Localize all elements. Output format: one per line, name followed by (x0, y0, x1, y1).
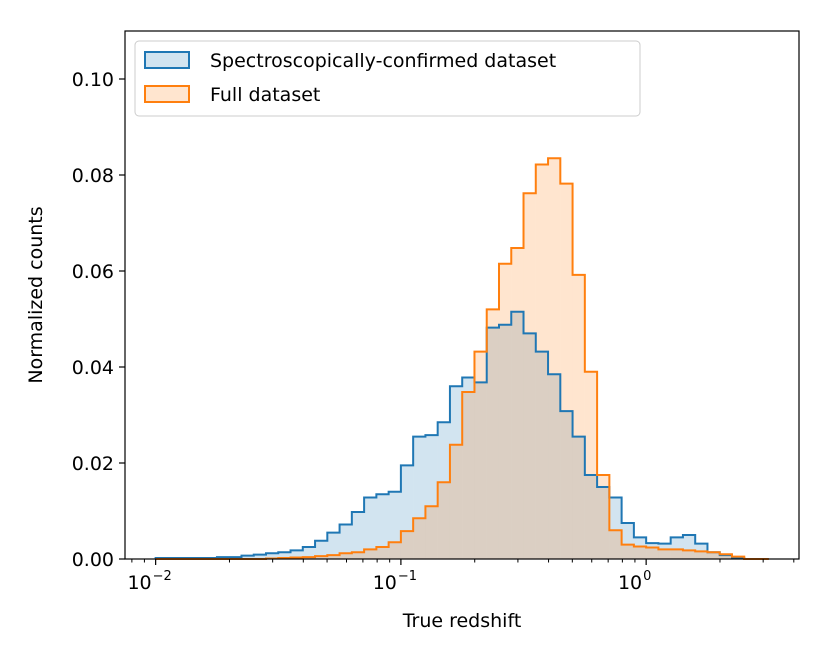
x-tick-label-base-0: 10 (127, 572, 151, 594)
bar-full-29 (511, 248, 523, 559)
bar-full-35 (585, 372, 597, 559)
bar-full-23 (438, 482, 450, 559)
y-tick-label-3: 0.06 (72, 261, 114, 283)
legend-label-spectroscopic: Spectroscopically-confirmed dataset (210, 50, 556, 72)
bar-full-17 (364, 549, 376, 559)
bar-full-33 (560, 184, 572, 559)
x-tick-label-exponent-2: 0 (643, 569, 651, 584)
y-tick-label-0: 0.00 (72, 549, 114, 571)
x-tick-label-base-2: 10 (618, 572, 642, 594)
bar-full-20 (401, 531, 413, 559)
y-axis-label: Normalized counts (25, 206, 47, 383)
bar-full-34 (573, 275, 585, 559)
bar-full-43 (683, 550, 695, 559)
bar-full-16 (352, 552, 364, 559)
legend-label-full: Full dataset (210, 84, 320, 106)
bar-full-25 (462, 392, 474, 559)
bar-full-45 (707, 552, 719, 559)
bar-full-27 (487, 309, 499, 559)
bar-full-24 (450, 445, 462, 559)
x-tick-label-exponent-0: −2 (153, 569, 172, 584)
y-tick-label-4: 0.08 (72, 165, 114, 187)
bar-full-32 (548, 158, 560, 559)
bar-full-41 (658, 549, 670, 559)
bar-full-40 (646, 547, 658, 559)
bar-full-18 (376, 547, 388, 559)
y-tick-label-5: 0.10 (72, 69, 114, 91)
bar-full-38 (622, 545, 634, 559)
bar-full-44 (695, 551, 707, 559)
bar-full-30 (524, 193, 536, 559)
y-tick-label-1: 0.02 (72, 453, 114, 475)
bar-full-31 (536, 164, 548, 559)
bar-full-42 (671, 549, 683, 559)
bar-full-37 (609, 530, 621, 559)
x-axis-label: True redshift (402, 610, 522, 632)
bar-full-39 (634, 547, 646, 559)
x-tick-label-exponent-1: −1 (398, 569, 417, 584)
bar-full-21 (413, 518, 425, 559)
legend-swatch-full (145, 86, 189, 102)
y-tick-label-2: 0.04 (72, 357, 114, 379)
bar-full-22 (425, 506, 437, 559)
legend: Spectroscopically-confirmed dataset Full… (135, 41, 640, 116)
legend-swatch-spectroscopic (145, 52, 189, 68)
bar-full-19 (389, 542, 401, 559)
x-tick-label-base-1: 10 (373, 572, 397, 594)
bar-full-28 (499, 264, 511, 559)
